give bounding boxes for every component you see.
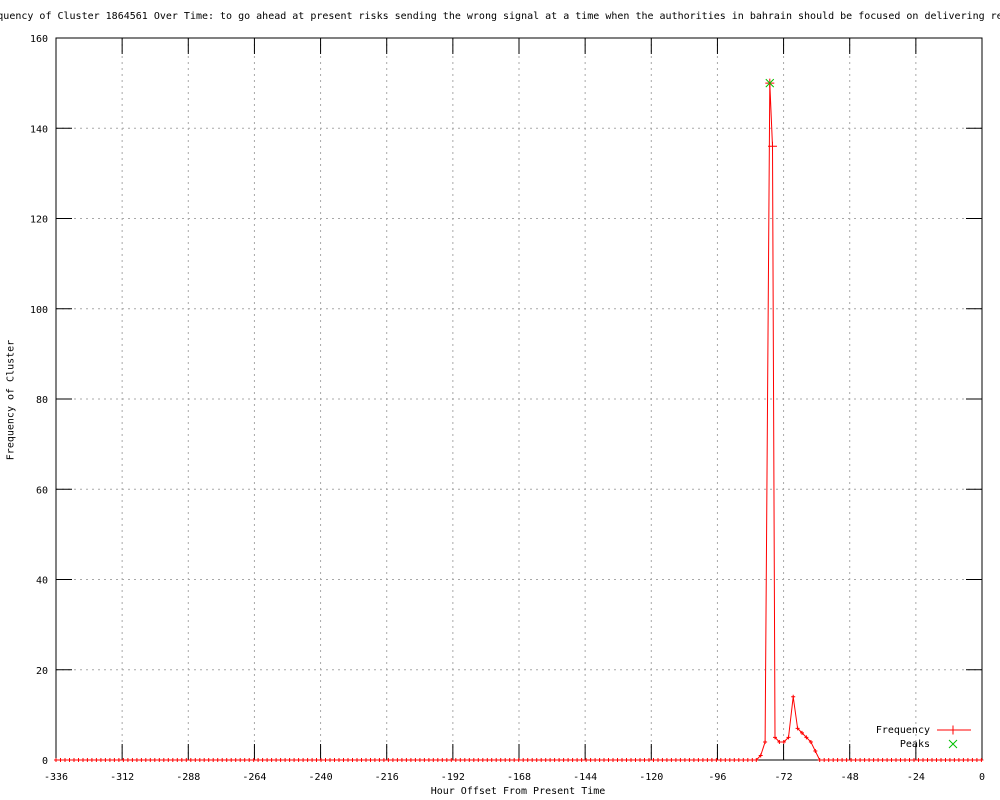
svg-text:0: 0 (42, 756, 48, 767)
svg-text:140: 140 (30, 124, 48, 135)
svg-text:80: 80 (36, 395, 48, 406)
svg-text:-24: -24 (907, 772, 925, 783)
legend-label-frequency: Frequency (875, 724, 930, 736)
svg-text:-312: -312 (110, 772, 134, 783)
x-axis-label: Hour Offset From Present Time (430, 786, 606, 797)
y-axis-label: Frequency of Cluster (5, 339, 17, 461)
frequency-point-markers (54, 78, 984, 762)
peaks-marker-sample (948, 739, 958, 749)
svg-text:0: 0 (979, 772, 985, 783)
svg-text:-48: -48 (841, 772, 859, 783)
legend-row-frequency: Frequency (852, 723, 972, 737)
svg-text:-336: -336 (44, 772, 68, 783)
legend-row-peaks: Peaks (852, 737, 972, 751)
svg-text:-120: -120 (639, 772, 663, 783)
frequency-line (56, 83, 982, 761)
svg-text:-72: -72 (775, 772, 793, 783)
svg-text:100: 100 (30, 305, 48, 316)
legend-label-peaks: Peaks (899, 738, 930, 750)
svg-text:-216: -216 (375, 772, 399, 783)
svg-text:-144: -144 (573, 772, 597, 783)
svg-text:-288: -288 (176, 772, 200, 783)
chart-title: quency of Cluster 1864561 Over Time: to … (0, 11, 1000, 22)
svg-text:-240: -240 (309, 772, 333, 783)
svg-text:-264: -264 (242, 772, 266, 783)
frequency-line-sample (937, 725, 971, 735)
svg-text:160: 160 (30, 34, 48, 45)
svg-text:40: 40 (36, 576, 48, 587)
legend: Frequency Peaks (852, 723, 972, 751)
svg-text:20: 20 (36, 666, 48, 677)
svg-text:60: 60 (36, 485, 48, 496)
svg-text:-96: -96 (708, 772, 726, 783)
svg-text:-192: -192 (441, 772, 465, 783)
y-tick-labels: 0 20 40 60 80 100 120 140 160 (30, 34, 48, 767)
peaks-markers (765, 78, 775, 88)
gridlines (55, 37, 983, 761)
x-tick-labels: -336 -312 -288 -264 -240 -216 -192 -168 -144 -120… (44, 772, 985, 783)
svg-text:120: 120 (30, 215, 48, 226)
svg-text:-168: -168 (507, 772, 531, 783)
